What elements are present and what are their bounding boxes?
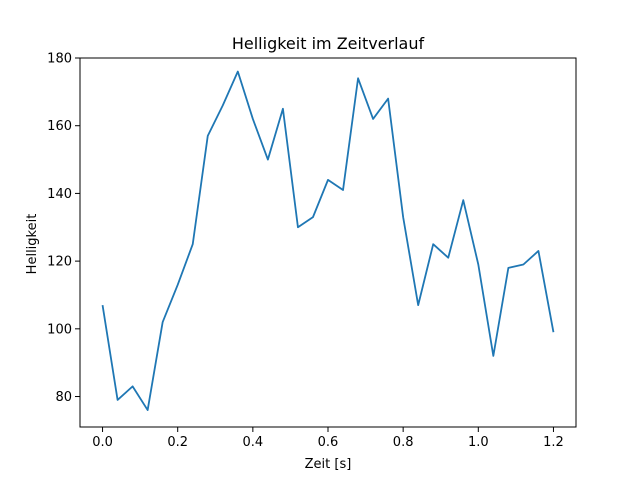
y-tick-label: 80 xyxy=(55,390,72,405)
y-tick-label: 160 xyxy=(47,119,72,134)
x-axis-label: Zeit [s] xyxy=(305,457,352,472)
y-tick-label: 120 xyxy=(47,255,72,270)
x-tick-label: 1.2 xyxy=(543,435,564,450)
series-line-0 xyxy=(101,70,555,411)
y-tick-label: 100 xyxy=(47,322,72,337)
x-tick-label: 0.8 xyxy=(393,435,414,450)
x-tick-label: 0.0 xyxy=(92,435,113,450)
y-tick-label: 140 xyxy=(47,187,72,202)
x-tick-label: 0.6 xyxy=(318,435,339,450)
y-tick-label: 180 xyxy=(47,52,72,67)
plot-area xyxy=(101,70,555,411)
x-tick-label: 1.0 xyxy=(468,435,489,450)
chart-title: Helligkeit im Zeitverlauf xyxy=(232,34,425,53)
x-tick-label: 0.4 xyxy=(243,435,264,450)
x-tick-label: 0.2 xyxy=(167,435,188,450)
x-axis-ticks: 0.0 0.2 0.4 0.6 0.8 1.0 1.2 xyxy=(92,427,564,450)
y-axis-label: Helligkeit xyxy=(25,214,40,275)
y-axis-ticks: 80 100 120 140 160 180 xyxy=(47,52,80,405)
